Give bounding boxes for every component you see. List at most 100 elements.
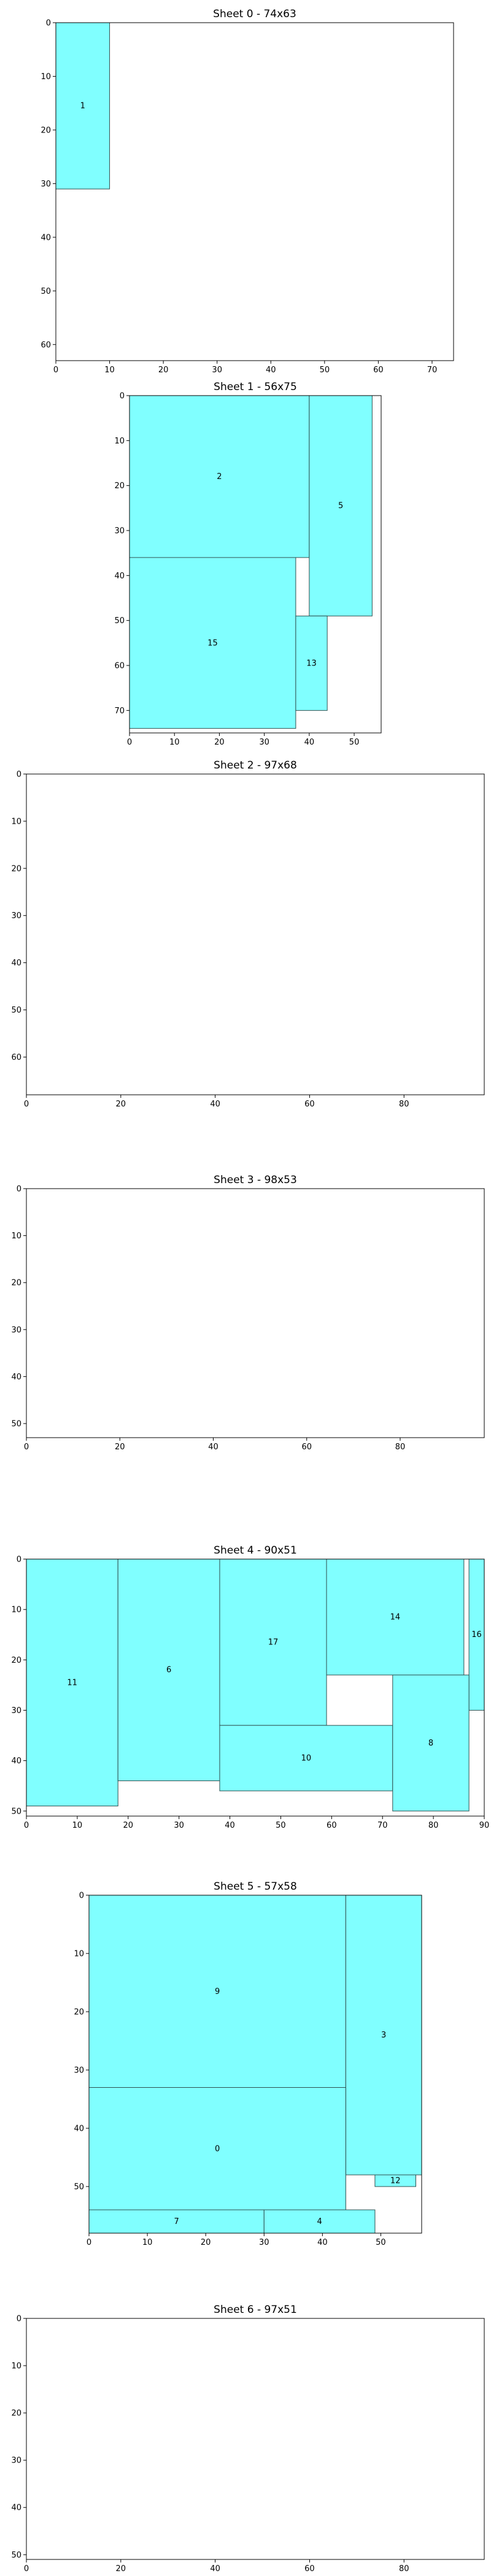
sheet-2-title: Sheet 2 - 97x68: [214, 759, 297, 772]
sheet-5-x-tick-label: 30: [259, 2238, 269, 2247]
sheet-4-piece-10: [219, 1725, 393, 1792]
sheet-1-y-tick-label: 40: [114, 572, 125, 581]
sheet-5-x-tick-label: 10: [142, 2238, 153, 2247]
sheet-2-x-tick-label: 0: [24, 1100, 29, 1109]
sheet-4-axes-frame: [26, 1558, 485, 1817]
sheet-0-x-tick-label: 30: [212, 366, 222, 375]
sheet-4-x-tick-label: 70: [377, 1821, 388, 1830]
sheet-4-x-tick-label: 80: [428, 1821, 439, 1830]
sheet-4-piece-label: 14: [390, 1612, 401, 1622]
sheet-3-x-tick-label: 0: [24, 1443, 29, 1452]
sheet-4-title: Sheet 4 - 90x51: [214, 1544, 297, 1557]
sheet-0-x-tick-label: 40: [266, 366, 276, 375]
sheet-4-piece-6: [117, 1558, 220, 1781]
sheet-1-y-tick-label: 50: [114, 616, 125, 626]
sheet-5-piece-label: 4: [317, 2217, 322, 2226]
sheet-0-title: Sheet 0 - 74x63: [213, 8, 296, 20]
sheet-1-y-tick-label: 10: [114, 437, 125, 446]
sheet-1-piece-15: [129, 557, 296, 729]
sheet-4-y-tick-label: 10: [11, 1606, 21, 1615]
sheet-3-y-tick-label: 50: [11, 1420, 21, 1429]
sheet-6-x-tick-label: 20: [116, 2564, 126, 2574]
sheet-1-panel: Sheet 1 - 56x75 2 5 15 13 0 10 20 30 40 50 0 10 20 30 4…: [114, 381, 382, 747]
sheet-2-x-tick-label: 20: [116, 1100, 126, 1109]
sheet-6-y-tick-label: 50: [11, 2551, 21, 2560]
sheet-5-title: Sheet 5 - 57x58: [214, 1880, 297, 1893]
sheet-5-piece-label: 0: [215, 2144, 220, 2153]
sheet-4-piece-8: [392, 1674, 470, 1812]
sheet-1-y-tick-label: 30: [114, 527, 125, 536]
sheet-6-axes-frame: [26, 2318, 485, 2560]
sheet-0-x-tick-label: 10: [104, 366, 115, 375]
sheet-3-title: Sheet 3 - 98x53: [214, 1174, 297, 1186]
sheet-5-piece-label: 3: [381, 2031, 386, 2040]
sheet-0-y-tick-label: 60: [41, 340, 51, 350]
sheet-4-x-tick-label: 10: [72, 1821, 83, 1830]
sheet-1-title: Sheet 1 - 56x75: [214, 381, 297, 393]
sheet-0-x-tick-label: 50: [320, 366, 330, 375]
sheet-6-y-tick-label: 40: [11, 2504, 21, 2513]
sheet-5-piece-12: [374, 2174, 416, 2187]
sheet-2-y-tick-label: 50: [11, 1006, 21, 1015]
sheet-5-piece-9: [88, 1895, 346, 2088]
sheet-1-axes-frame: [129, 395, 382, 734]
sheet-0-y-tick-label: 40: [41, 233, 51, 242]
sheet-1-x-tick-label: 30: [259, 738, 269, 747]
sheet-0-y-tick-label: 10: [41, 72, 51, 82]
sheet-2-y-tick-label: 30: [11, 911, 21, 921]
sheet-4-piece-label: 16: [471, 1630, 482, 1639]
sheet-5-piece-label: 7: [174, 2217, 179, 2226]
sheet-4-y-tick-label: 0: [17, 1555, 21, 1565]
sheet-4-piece-label: 8: [428, 1739, 433, 1748]
sheet-4-piece-11: [26, 1558, 118, 1807]
sheet-4-x-tick-label: 30: [174, 1821, 184, 1830]
sheet-4-x-tick-label: 40: [225, 1821, 235, 1830]
sheet-1-x-tick-label: 40: [304, 738, 315, 747]
sheet-3-x-tick-label: 40: [208, 1443, 218, 1452]
sheet-1-y-tick-label: 0: [120, 392, 125, 401]
sheet-4-piece-17: [219, 1558, 327, 1726]
sheet-5-y-tick-label: 20: [74, 2008, 84, 2017]
sheet-2-y-tick-label: 60: [11, 1053, 21, 1062]
sheet-6-y-tick-label: 20: [11, 2409, 21, 2418]
sheet-5-piece-label: 9: [215, 1987, 220, 1996]
sheet-4-x-tick-label: 50: [276, 1821, 286, 1830]
sheet-0-y-tick-label: 20: [41, 126, 51, 135]
sheet-3-y-tick-label: 30: [11, 1325, 21, 1335]
sheet-4-piece-16: [468, 1558, 485, 1711]
sheet-3-axes-frame: [26, 1188, 485, 1438]
sheet-5-y-tick-label: 40: [74, 2125, 84, 2134]
sheet-6-title: Sheet 6 - 97x51: [214, 2304, 297, 2316]
sheet-1-piece-13: [295, 615, 328, 711]
sheet-1-x-tick-label: 20: [214, 738, 225, 747]
sheet-4-y-tick-label: 30: [11, 1706, 21, 1715]
sheet-3-y-tick-label: 10: [11, 1232, 21, 1241]
sheet-0-x-tick-label: 70: [427, 366, 438, 375]
sheet-1-piece-label: 13: [306, 659, 317, 668]
sheet-4-x-tick-label: 60: [327, 1821, 337, 1830]
sheet-5-x-tick-label: 40: [317, 2238, 328, 2247]
sheet-3-y-tick-label: 0: [17, 1185, 21, 1194]
sheet-5-x-tick-label: 20: [201, 2238, 211, 2247]
sheet-5-axes-frame: [88, 1895, 422, 2234]
sheet-3-x-tick-label: 80: [395, 1443, 406, 1452]
sheet-6-x-tick-label: 0: [24, 2564, 29, 2574]
sheet-1-y-tick-label: 20: [114, 481, 125, 491]
sheet-4-y-tick-label: 50: [11, 1807, 21, 1816]
sheet-3-x-tick-label: 60: [301, 1443, 312, 1452]
sheet-4-x-tick-label: 0: [24, 1821, 29, 1830]
sheet-4-y-tick-label: 20: [11, 1656, 21, 1665]
sheet-4-piece-label: 6: [166, 1666, 171, 1675]
sheet-1-y-tick-label: 60: [114, 662, 125, 671]
sheet-6-panel: Sheet 6 - 97x51 0 20 40 60 80 0 10 20 30 40 50: [11, 2304, 485, 2574]
sheet-5-y-tick-label: 0: [79, 1892, 84, 1901]
sheet-1-x-tick-label: 50: [349, 738, 360, 747]
sheet-4-y-tick-label: 40: [11, 1757, 21, 1766]
sheet-2-y-tick-label: 10: [11, 817, 21, 826]
sheet-4-piece-label: 11: [67, 1678, 77, 1687]
sheet-5-y-tick-label: 10: [74, 1950, 84, 1959]
sheet-2-y-tick-label: 0: [17, 770, 21, 780]
